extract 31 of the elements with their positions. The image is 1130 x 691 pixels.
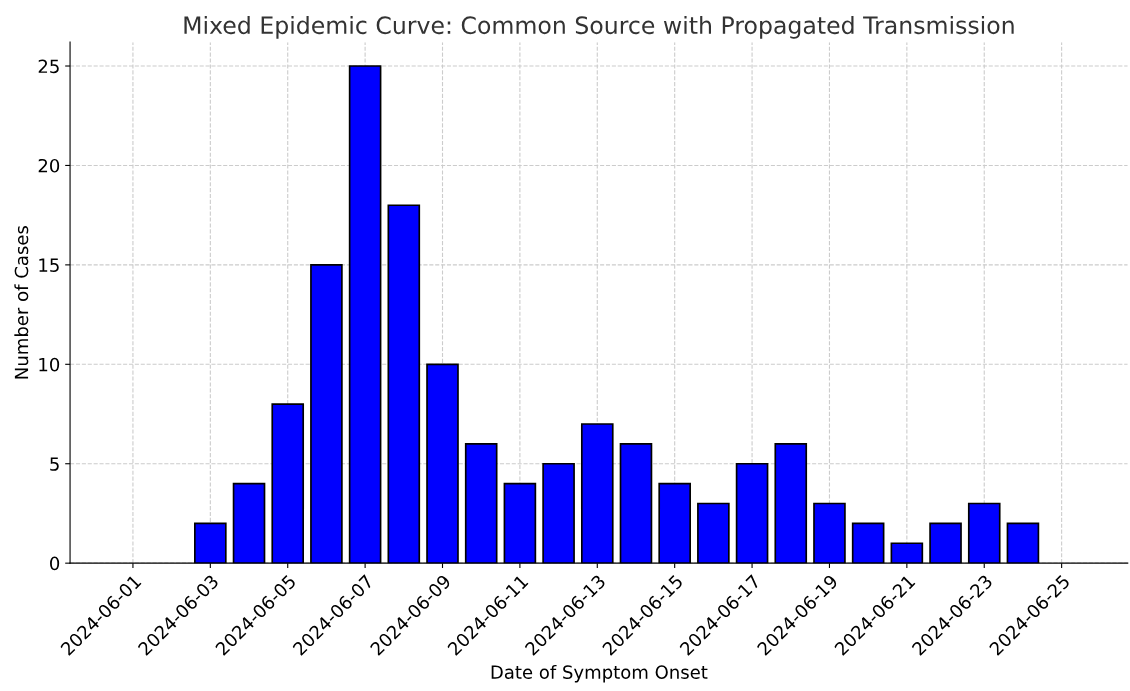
y-tick-label: 0 [50,556,60,571]
chart-title: Mixed Epidemic Curve: Common Source with Propagated Transmission [184,15,1014,39]
bar [890,542,924,564]
bar [387,204,421,564]
y-tick-label: 5 [50,457,59,471]
bar [580,423,614,564]
bar [774,443,808,564]
y-tick-label: 20 [38,158,60,173]
bar [542,462,575,564]
bar [851,522,885,564]
bar [813,502,846,564]
bar [464,443,498,564]
y-tick-label: 10 [39,357,60,372]
bar [929,522,962,564]
y-tick-label: 15 [39,258,59,272]
bar [194,522,227,564]
bar [658,482,691,564]
y-tick-label: 25 [38,59,59,74]
bar [967,502,1001,564]
bar [619,443,653,564]
bar [503,482,537,564]
bar [697,502,730,564]
bar [426,363,459,564]
bar [310,264,343,564]
bar [232,482,266,564]
y-axis-title: Number of Cases [14,226,29,379]
bar [1006,522,1040,564]
x-axis-title: Date of Symptom Onset [491,665,708,683]
bar [271,403,305,564]
bar [735,462,769,564]
bar [348,65,382,564]
